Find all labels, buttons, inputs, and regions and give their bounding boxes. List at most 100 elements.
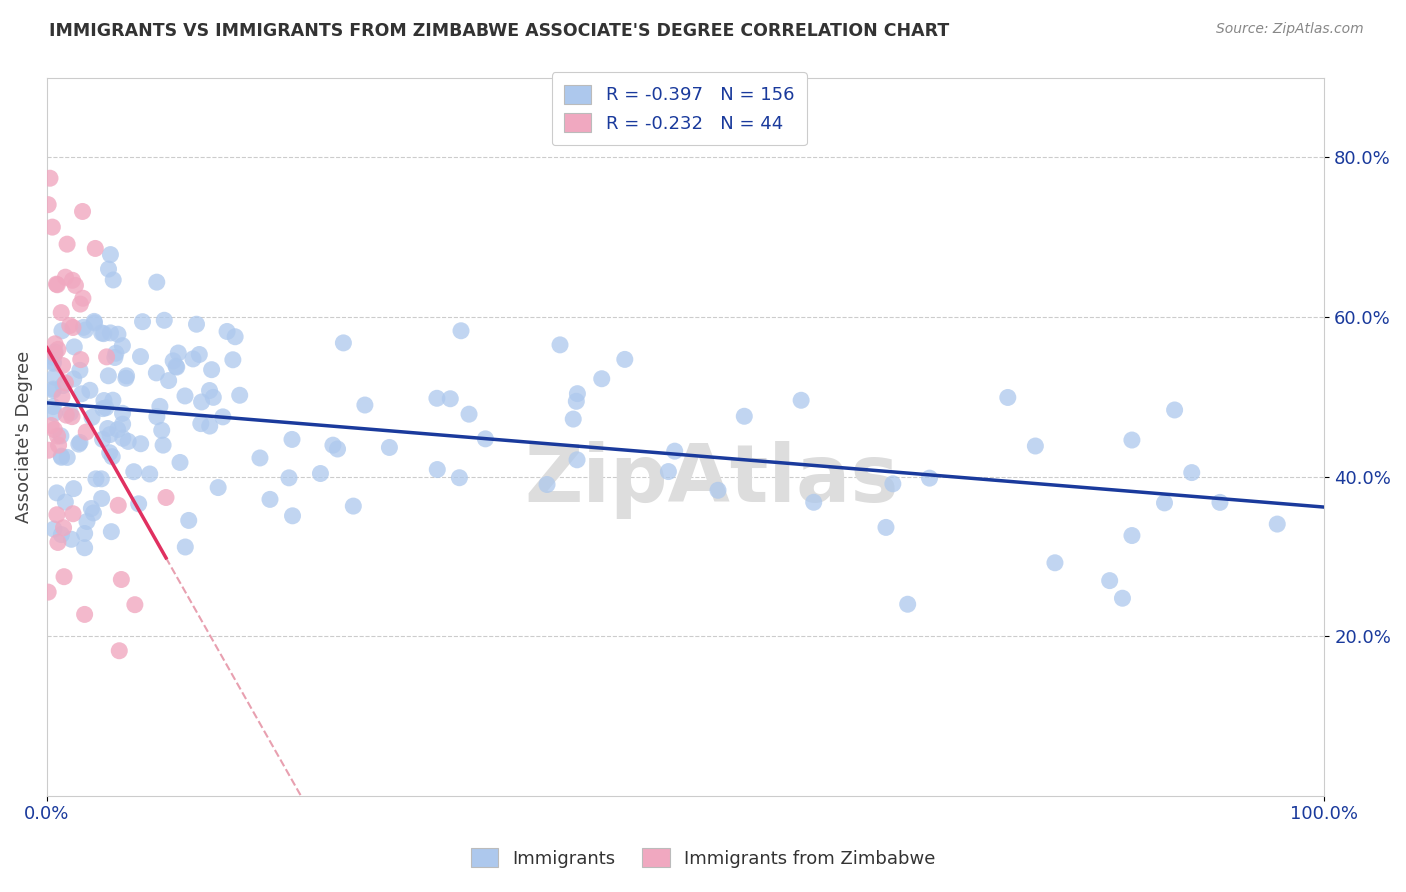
Point xyxy=(162,354,184,368)
Point xyxy=(46,535,69,549)
Text: ZipAtlas: ZipAtlas xyxy=(524,441,898,519)
Point xyxy=(153,313,176,327)
Point xyxy=(474,432,496,446)
Point xyxy=(565,394,588,409)
Point xyxy=(62,273,84,287)
Point xyxy=(42,400,65,414)
Point xyxy=(52,521,75,535)
Point xyxy=(177,513,200,527)
Point xyxy=(117,434,139,449)
Point xyxy=(93,393,115,408)
Point xyxy=(326,442,349,456)
Point xyxy=(803,495,825,509)
Point xyxy=(111,431,134,445)
Point xyxy=(45,277,67,292)
Point xyxy=(875,520,897,534)
Point xyxy=(98,446,121,460)
Point xyxy=(104,351,127,365)
Point xyxy=(49,429,72,443)
Point xyxy=(73,607,96,622)
Point xyxy=(439,392,461,406)
Point xyxy=(69,352,91,367)
Point xyxy=(104,346,127,360)
Point xyxy=(111,417,134,431)
Point xyxy=(449,471,471,485)
Point xyxy=(37,197,59,211)
Point xyxy=(249,450,271,465)
Point xyxy=(111,339,134,353)
Point xyxy=(918,471,941,485)
Point xyxy=(1098,574,1121,588)
Point xyxy=(62,507,84,521)
Point xyxy=(42,522,65,536)
Point xyxy=(41,220,63,235)
Point xyxy=(111,406,134,420)
Point xyxy=(122,465,145,479)
Point xyxy=(100,524,122,539)
Point xyxy=(1024,439,1046,453)
Point xyxy=(174,389,197,403)
Point xyxy=(44,344,66,359)
Point xyxy=(129,436,152,450)
Point xyxy=(790,393,813,408)
Point xyxy=(94,401,117,415)
Point xyxy=(53,570,76,584)
Point xyxy=(90,326,112,340)
Point xyxy=(42,356,65,370)
Point xyxy=(145,275,167,289)
Point xyxy=(42,355,65,369)
Point xyxy=(1043,556,1066,570)
Point xyxy=(332,335,354,350)
Point xyxy=(150,423,173,437)
Point xyxy=(83,314,105,328)
Point xyxy=(186,317,208,331)
Point xyxy=(83,316,105,330)
Point xyxy=(51,449,73,463)
Point xyxy=(450,324,472,338)
Point xyxy=(108,644,131,658)
Point xyxy=(548,338,571,352)
Point xyxy=(45,486,67,500)
Point xyxy=(60,533,83,547)
Point xyxy=(115,371,138,385)
Point xyxy=(72,291,94,305)
Point xyxy=(51,324,73,338)
Point xyxy=(97,262,120,277)
Point xyxy=(90,491,112,506)
Point xyxy=(278,471,301,485)
Point xyxy=(72,320,94,334)
Point xyxy=(591,372,613,386)
Text: IMMIGRANTS VS IMMIGRANTS FROM ZIMBABWE ASSOCIATE'S DEGREE CORRELATION CHART: IMMIGRANTS VS IMMIGRANTS FROM ZIMBABWE A… xyxy=(49,22,949,40)
Point xyxy=(56,450,79,465)
Point xyxy=(73,526,96,541)
Point xyxy=(80,501,103,516)
Point xyxy=(281,433,304,447)
Point xyxy=(1111,591,1133,606)
Point xyxy=(46,429,69,443)
Point xyxy=(44,347,66,361)
Point xyxy=(202,390,225,404)
Point xyxy=(100,326,122,340)
Point xyxy=(42,382,65,396)
Point xyxy=(52,378,75,392)
Point xyxy=(72,204,94,219)
Point xyxy=(354,398,377,412)
Point xyxy=(128,497,150,511)
Point xyxy=(152,438,174,452)
Point xyxy=(70,386,93,401)
Point xyxy=(167,346,190,360)
Point xyxy=(44,336,66,351)
Point xyxy=(46,343,69,357)
Point xyxy=(42,384,65,398)
Legend: R = -0.397   N = 156, R = -0.232   N = 44: R = -0.397 N = 156, R = -0.232 N = 44 xyxy=(551,72,807,145)
Point xyxy=(181,351,204,366)
Point xyxy=(51,527,73,541)
Point xyxy=(342,499,364,513)
Point xyxy=(75,323,97,337)
Point xyxy=(201,362,224,376)
Point xyxy=(224,330,246,344)
Point xyxy=(215,325,238,339)
Point xyxy=(426,462,449,476)
Point xyxy=(91,401,114,416)
Point xyxy=(1209,495,1232,509)
